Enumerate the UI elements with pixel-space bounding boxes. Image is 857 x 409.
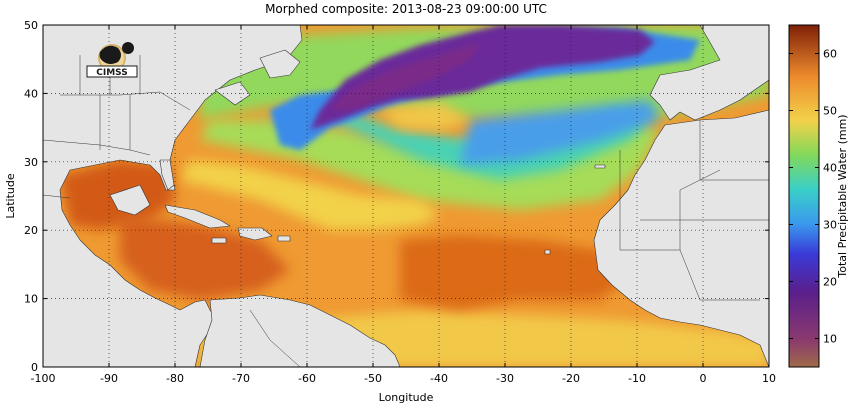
land-hispaniola xyxy=(237,227,273,241)
x-tick-label: -40 xyxy=(430,372,448,385)
y-tick-label: 50 xyxy=(24,19,38,32)
colorbar-gradient xyxy=(788,24,820,368)
axes: -100 -90 -80 -70 -60 -50 -40 -30 -20 -10 0 10010203… xyxy=(24,19,776,385)
colorbar-tick-label: 50 xyxy=(823,105,837,118)
x-tick-label: -70 xyxy=(232,372,250,385)
land-nova-scotia xyxy=(214,81,251,106)
x-axis-label: Longitude xyxy=(379,391,434,404)
land-africa xyxy=(593,109,769,367)
x-tick-label: -10 xyxy=(628,372,646,385)
x-tick-label: -20 xyxy=(562,372,580,385)
y-tick-label: 30 xyxy=(24,156,38,169)
map-title: Morphed composite: 2013-08-23 09:00:00 U… xyxy=(265,2,547,16)
land-europe xyxy=(649,25,769,121)
y-tick-label: 10 xyxy=(24,293,38,306)
field-purple-inner xyxy=(330,42,480,110)
land-south-america xyxy=(199,294,401,367)
x-tick-label: -50 xyxy=(364,372,382,385)
colorbar-tick-label: 20 xyxy=(823,276,837,289)
x-tick-label: -30 xyxy=(496,372,514,385)
x-tick-label: -100 xyxy=(31,372,56,385)
land-puerto-rico xyxy=(277,235,291,242)
land-canaries xyxy=(594,164,606,169)
field-deep-orange-south xyxy=(400,235,640,310)
land-cuba xyxy=(164,204,231,229)
land-florida xyxy=(159,159,175,191)
graticule xyxy=(43,25,769,367)
x-tick-label: 10 xyxy=(762,372,776,385)
x-tick-label: 0 xyxy=(700,372,707,385)
y-tick-label: 20 xyxy=(24,224,38,237)
field-deep-orange-caribbean xyxy=(120,215,290,300)
map-frame xyxy=(42,24,770,368)
land-newfoundland xyxy=(259,49,301,79)
colorbar: 10 20 30 40 50 60 Total Precipitable Water (m… xyxy=(788,24,849,368)
colorbar-tick-label: 10 xyxy=(823,333,837,346)
colorbar-ticks: 10 20 30 40 50 60 xyxy=(789,48,837,346)
land-yucatan xyxy=(109,184,151,216)
x-tick-label: -80 xyxy=(166,372,184,385)
colorbar-label: Total Precipitable Water (mm) xyxy=(836,114,849,278)
x-tick-label: -90 xyxy=(100,372,118,385)
field-purple-core xyxy=(310,25,655,130)
map-panel: CIMSS xyxy=(43,25,769,367)
field-cyan-band xyxy=(260,105,650,180)
land-north-america xyxy=(43,25,303,367)
land-jamaica xyxy=(211,237,227,244)
cimss-logo: CIMSS xyxy=(86,42,138,78)
y-axis-label: Latitude xyxy=(4,173,17,219)
field-yellow-patches xyxy=(180,160,440,230)
field-blue-band-east xyxy=(460,100,660,165)
field-yellow-patch-2 xyxy=(380,102,470,130)
colorbar-tick-label: 40 xyxy=(823,162,837,175)
cimss-logo-text: CIMSS xyxy=(96,68,127,78)
land-cape-verde xyxy=(544,249,551,255)
colorbar-tick-label: 60 xyxy=(823,48,837,61)
y-tick-label: 40 xyxy=(24,87,38,100)
colorbar-tick-label: 30 xyxy=(823,219,837,232)
land-masses xyxy=(43,25,769,367)
y-tick-label: 0 xyxy=(31,361,38,374)
x-tick-label: -60 xyxy=(298,372,316,385)
